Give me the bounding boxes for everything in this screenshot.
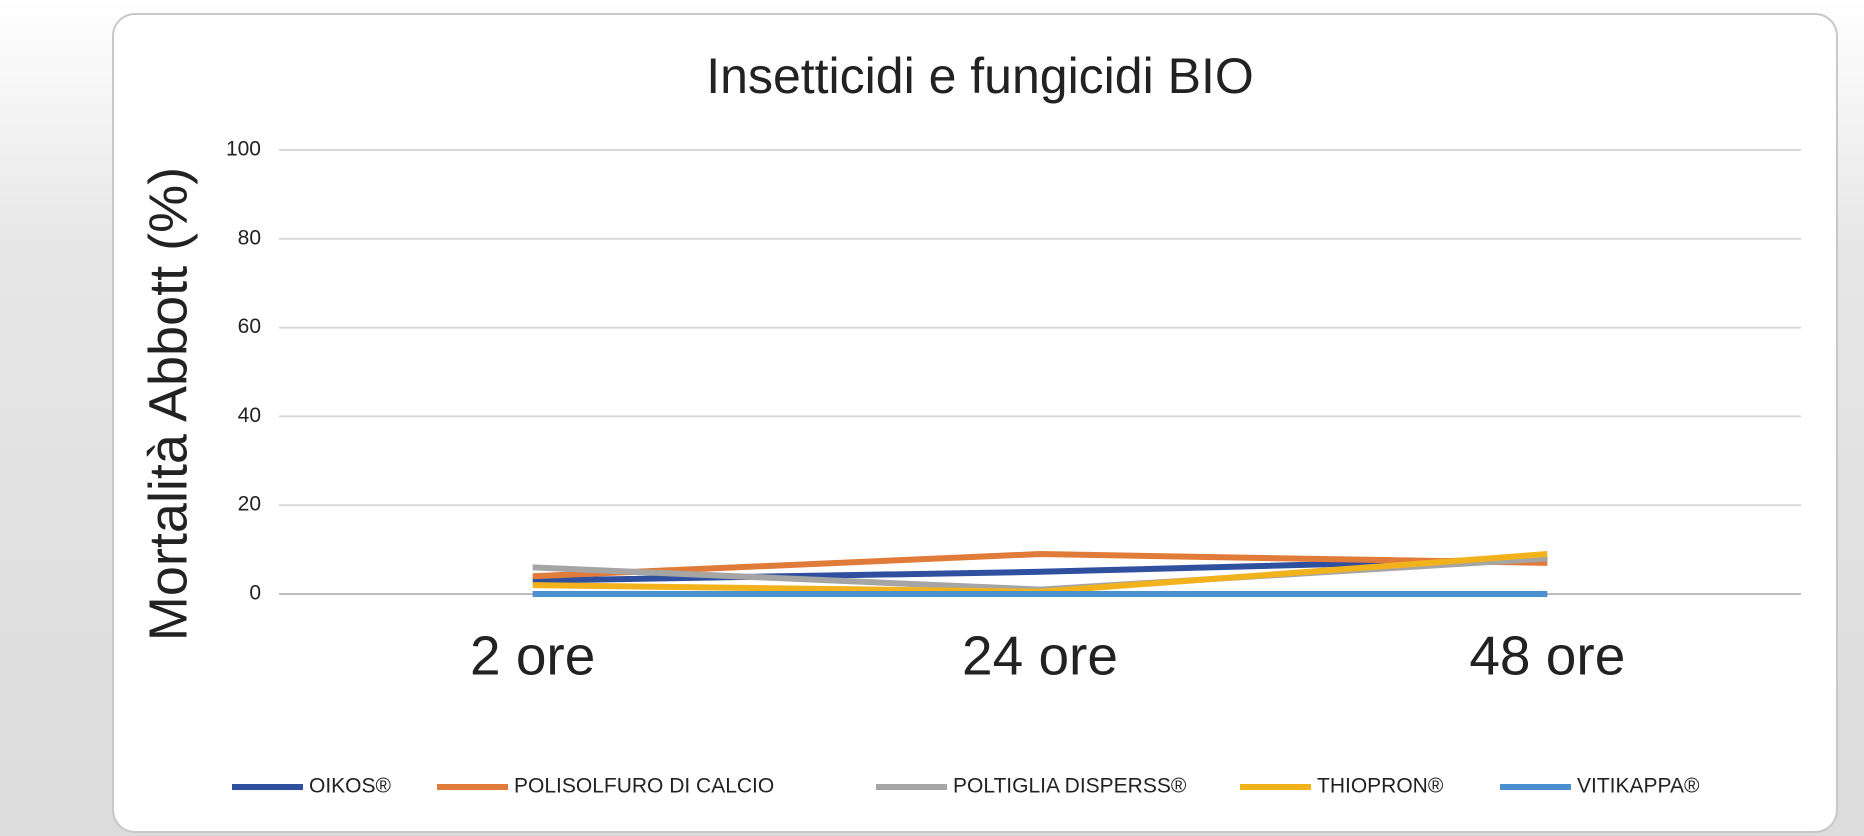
y-axis-label: Mortalità Abbott (%): [138, 167, 198, 641]
y-tick-label: 20: [238, 493, 261, 516]
series-line: [532, 551, 1548, 580]
x-tick-label: 48 ore: [1469, 625, 1625, 687]
y-tick-label: 60: [238, 315, 261, 338]
legend-label: POLISOLFURO DI CALCIO: [514, 775, 774, 798]
y-tick-label: 100: [226, 138, 261, 161]
legend-label: POLTIGLIA DISPERSS®: [953, 775, 1187, 798]
y-tick-label: 0: [249, 582, 261, 605]
y-tick-label: 80: [238, 226, 261, 249]
legend-label: THIOPRON®: [1317, 775, 1444, 798]
chart-title: Insetticidi e fungicidi BIO: [706, 48, 1254, 104]
y-tick-label: 40: [238, 404, 261, 427]
chart-card: [112, 13, 1838, 833]
x-tick-label: 2 ore: [470, 625, 595, 687]
legend-label: OIKOS®: [309, 775, 392, 798]
x-tick-label: 24 ore: [962, 625, 1118, 687]
legend-label: VITIKAPPA®: [1577, 775, 1700, 798]
